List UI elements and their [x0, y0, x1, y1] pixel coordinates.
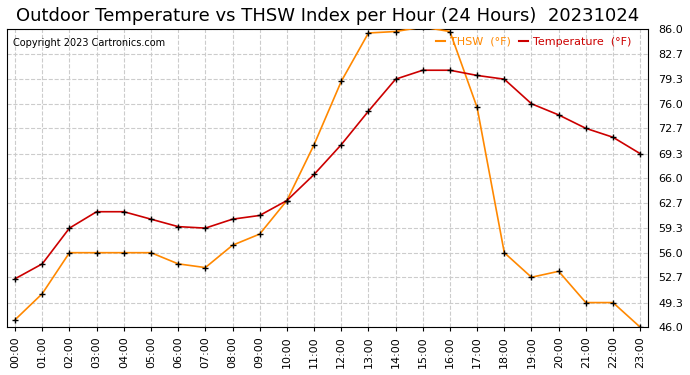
THSW  (°F): [364, 31, 373, 35]
THSW  (°F): [228, 243, 237, 248]
Temperature  (°F): [419, 68, 427, 72]
Temperature  (°F): [446, 68, 454, 72]
Temperature  (°F): [500, 77, 509, 81]
THSW  (°F): [66, 251, 74, 255]
THSW  (°F): [473, 105, 481, 110]
Temperature  (°F): [337, 142, 346, 147]
THSW  (°F): [555, 269, 563, 273]
THSW  (°F): [283, 198, 291, 203]
Temperature  (°F): [174, 224, 182, 229]
Temperature  (°F): [364, 109, 373, 114]
THSW  (°F): [446, 29, 454, 34]
THSW  (°F): [92, 251, 101, 255]
THSW  (°F): [174, 262, 182, 266]
THSW  (°F): [500, 251, 509, 255]
Line: THSW  (°F): THSW (°F): [12, 24, 644, 331]
THSW  (°F): [609, 300, 617, 305]
Temperature  (°F): [201, 226, 210, 230]
THSW  (°F): [147, 251, 155, 255]
Temperature  (°F): [609, 135, 617, 140]
Temperature  (°F): [66, 226, 74, 230]
THSW  (°F): [391, 29, 400, 34]
Temperature  (°F): [473, 73, 481, 78]
Temperature  (°F): [11, 276, 19, 281]
THSW  (°F): [38, 291, 46, 296]
Temperature  (°F): [283, 198, 291, 203]
THSW  (°F): [310, 142, 318, 147]
Temperature  (°F): [582, 126, 590, 130]
Temperature  (°F): [228, 217, 237, 221]
Legend: THSW  (°F), Temperature  (°F): THSW (°F), Temperature (°F): [432, 32, 635, 51]
THSW  (°F): [527, 275, 535, 279]
Temperature  (°F): [527, 102, 535, 106]
THSW  (°F): [636, 325, 644, 329]
THSW  (°F): [337, 79, 346, 84]
Temperature  (°F): [147, 217, 155, 221]
Temperature  (°F): [555, 112, 563, 117]
THSW  (°F): [255, 232, 264, 236]
Temperature  (°F): [636, 152, 644, 156]
Temperature  (°F): [38, 262, 46, 266]
Temperature  (°F): [391, 77, 400, 81]
Temperature  (°F): [310, 172, 318, 177]
Temperature  (°F): [92, 210, 101, 214]
THSW  (°F): [582, 300, 590, 305]
Text: Copyright 2023 Cartronics.com: Copyright 2023 Cartronics.com: [13, 38, 166, 48]
THSW  (°F): [201, 266, 210, 270]
THSW  (°F): [419, 25, 427, 29]
Line: Temperature  (°F): Temperature (°F): [12, 67, 644, 282]
THSW  (°F): [11, 318, 19, 322]
THSW  (°F): [119, 251, 128, 255]
Temperature  (°F): [255, 213, 264, 218]
Temperature  (°F): [119, 210, 128, 214]
Title: Outdoor Temperature vs THSW Index per Hour (24 Hours)  20231024: Outdoor Temperature vs THSW Index per Ho…: [16, 7, 639, 25]
